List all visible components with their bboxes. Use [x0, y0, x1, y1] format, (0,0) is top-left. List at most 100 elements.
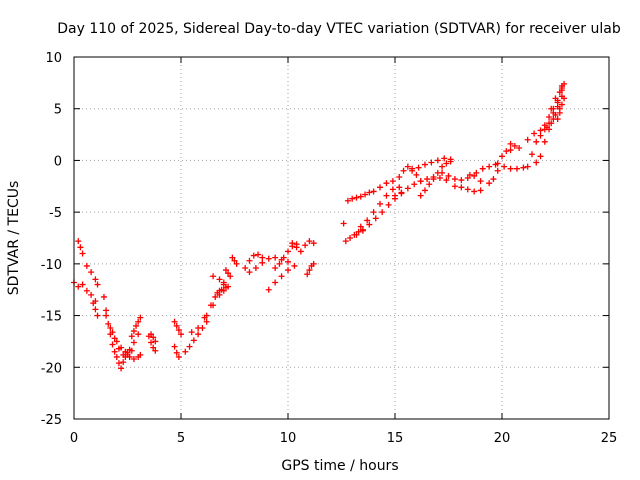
plot-frame: [73, 56, 610, 420]
data-point: [171, 343, 178, 350]
data-point: [150, 334, 157, 341]
data-point: [306, 267, 313, 274]
data-point: [90, 300, 97, 307]
data-point: [195, 324, 202, 331]
data-point: [389, 178, 396, 185]
data-point: [259, 254, 266, 261]
data-point: [255, 251, 262, 258]
data-point: [524, 163, 531, 170]
data-point: [364, 217, 371, 224]
data-point: [252, 264, 259, 271]
data-point: [413, 171, 420, 178]
data-point: [135, 331, 142, 338]
data-point: [409, 167, 416, 174]
data-point: [451, 183, 458, 190]
data-point: [92, 276, 99, 283]
data-point: [531, 130, 538, 137]
data-point: [421, 187, 428, 194]
data-point: [135, 318, 142, 325]
x-tick-label: 5: [177, 431, 185, 446]
data-point: [447, 158, 454, 165]
data-point: [486, 180, 493, 187]
data-point: [411, 181, 418, 188]
data-point: [83, 262, 90, 269]
data-point: [83, 287, 90, 294]
data-point: [272, 254, 279, 261]
data-point: [451, 176, 458, 183]
data-point: [392, 192, 398, 199]
data-point: [548, 105, 555, 112]
data-point: [103, 312, 110, 319]
data-point: [130, 328, 137, 335]
data-point: [424, 176, 431, 183]
data-point: [133, 322, 140, 329]
data-point: [214, 289, 221, 296]
y-tick-label: -25: [41, 413, 62, 428]
data-point: [349, 195, 356, 202]
data-point: [302, 242, 309, 249]
data-point: [499, 153, 505, 160]
data-point: [88, 291, 95, 298]
data-point: [486, 163, 493, 170]
data-point: [265, 286, 272, 293]
x-tick-label: 15: [387, 431, 404, 446]
data-point: [285, 267, 291, 274]
data-point: [546, 120, 553, 127]
data-point: [494, 160, 501, 167]
data-point: [137, 314, 144, 321]
data-point: [126, 346, 133, 353]
data-point: [342, 238, 349, 245]
data-point: [100, 293, 107, 300]
data-point: [126, 353, 133, 360]
data-point: [103, 307, 110, 314]
data-point: [216, 276, 223, 283]
y-axis-label: SDTVAR / TECUs: [6, 181, 22, 296]
data-point: [304, 271, 311, 278]
data-point: [353, 231, 360, 238]
data-point: [464, 175, 471, 182]
data-point: [370, 188, 377, 195]
data-point: [246, 257, 253, 264]
data-point: [118, 344, 125, 351]
data-point: [396, 184, 403, 191]
data-point: [113, 353, 120, 360]
data-point: [377, 184, 384, 191]
data-point: [310, 260, 317, 267]
data-point: [552, 95, 559, 102]
data-point: [464, 186, 471, 193]
data-point: [347, 235, 354, 241]
data-point: [107, 324, 114, 331]
data-points: [71, 80, 568, 372]
data-point: [561, 80, 568, 87]
data-point: [507, 140, 514, 147]
data-point: [357, 223, 364, 230]
data-point: [404, 163, 411, 170]
data-point: [533, 138, 540, 145]
data-point: [471, 188, 478, 195]
data-point: [280, 254, 287, 261]
data-point: [385, 201, 392, 208]
x-tick-label: 20: [494, 431, 511, 446]
data-point: [439, 163, 446, 170]
data-point: [554, 116, 561, 123]
data-point: [537, 153, 544, 160]
y-tick-label: 10: [45, 51, 62, 66]
data-point: [404, 185, 411, 192]
data-point: [173, 349, 180, 356]
data-point: [173, 322, 180, 329]
data-point: [293, 244, 300, 251]
data-point: [137, 351, 144, 358]
data-point: [415, 164, 422, 171]
data-point: [171, 318, 178, 325]
data-point: [528, 151, 535, 158]
data-point: [426, 181, 433, 188]
data-point: [220, 279, 227, 286]
y-tick-label: -10: [41, 258, 62, 273]
data-point: [291, 262, 298, 269]
data-point: [272, 264, 279, 271]
data-point: [306, 238, 313, 245]
data-point: [428, 159, 435, 166]
data-point: [477, 178, 484, 185]
data-point: [473, 169, 480, 176]
data-point: [443, 177, 450, 184]
